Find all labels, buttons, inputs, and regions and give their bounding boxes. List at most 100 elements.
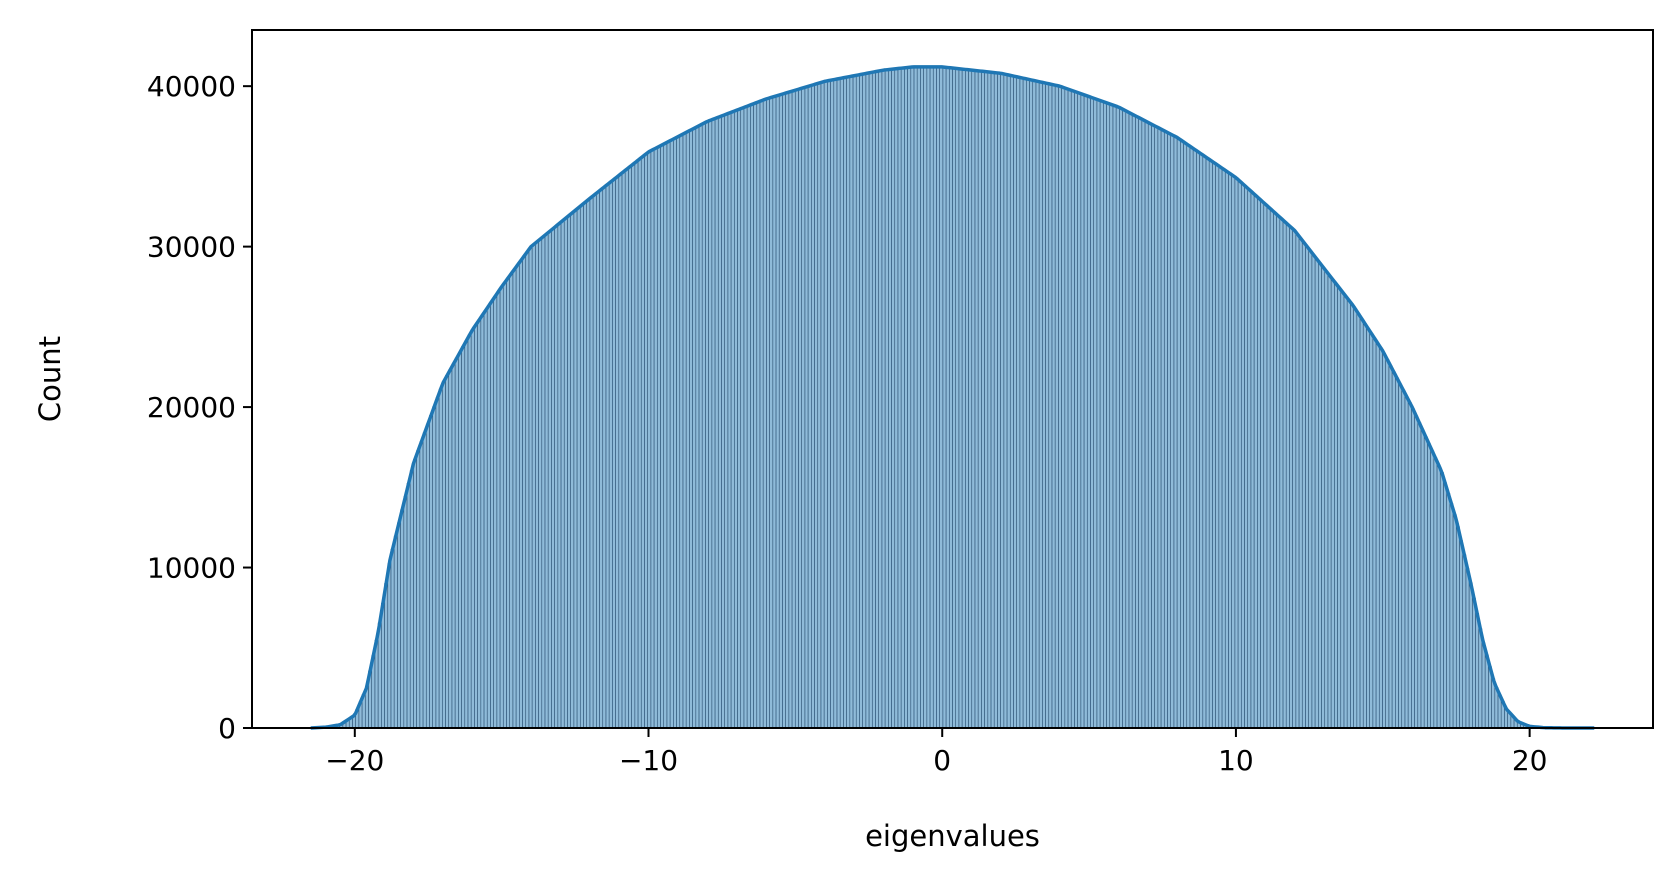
histogram-bar [1228,173,1232,729]
histogram-bar [679,134,684,729]
histogram-bar [1019,77,1024,729]
histogram-bar [1305,246,1309,729]
histogram-bar [499,286,504,729]
histogram-bar [1484,654,1489,729]
histogram-bar [1199,153,1204,729]
histogram-bar [1234,177,1239,729]
histogram-bar [721,115,725,729]
histogram-bar [432,406,437,729]
histogram-bar [987,71,992,729]
histogram-bar [1350,303,1354,729]
histogram-bar [891,68,896,729]
histogram-bar [1346,299,1351,729]
histogram-bar [1481,642,1486,729]
histogram-bar [936,66,940,729]
histogram-bar [673,137,677,729]
y-axis-label: Count [33,336,67,422]
histogram-bar [1180,140,1184,729]
histogram-bar [448,369,453,729]
histogram-bar [1048,83,1053,729]
histogram-bar [660,144,665,729]
histogram-bar [406,483,411,729]
histogram-bar [1334,283,1338,729]
histogram-bar [855,74,860,729]
histogram-bar [868,72,873,729]
histogram-bar [1462,554,1467,729]
histogram-bar [839,77,844,729]
histogram-bar [756,101,761,729]
histogram-bar [1330,279,1335,729]
histogram-bar [942,66,947,729]
histogram-bar [560,220,565,729]
y-tick-label: 20000 [147,391,236,424]
x-tick-label: 20 [1512,744,1548,777]
histogram-bar [705,121,709,729]
histogram-bar [859,74,863,729]
histogram-bar [608,181,613,729]
histogram-bar [429,415,433,729]
histogram-bar [1318,262,1322,729]
histogram-bar [605,184,610,729]
histogram-bar [441,380,446,729]
histogram-bar [952,67,957,729]
histogram-bar [897,68,902,729]
histogram-bar [1240,183,1245,729]
histogram-bar [1324,270,1329,729]
histogram-bar [1167,133,1171,729]
histogram-bar [1449,503,1454,729]
histogram-bar [1269,209,1274,729]
histogram-bar [1074,91,1078,729]
histogram-bar [865,72,870,729]
histogram-bar [400,509,405,729]
histogram-bar [971,70,976,729]
histogram-bar [535,241,539,729]
histogram-bar [833,79,838,729]
histogram-bar [724,113,729,729]
histogram-bar [464,340,469,729]
histogram-bar [701,122,706,729]
kde-curve [310,65,1595,730]
histogram-bar [390,548,395,729]
histogram-bar [1224,171,1229,729]
histogram-bar [1006,74,1011,729]
histogram-bar [1058,85,1062,729]
histogram-bar [381,602,385,729]
histogram-bar [769,97,774,729]
histogram-bar [1032,80,1037,729]
histogram-bar [1276,215,1281,729]
histogram-bar [929,66,934,729]
histogram-bar [1103,101,1107,729]
histogram-bar [695,126,700,729]
histogram-bar [1382,353,1386,729]
histogram-bar [1311,254,1316,729]
histogram-bar [1468,582,1473,729]
histogram-bar [1183,142,1188,729]
histogram-bar [977,70,982,729]
histogram-bar [823,80,828,729]
histogram-bar [714,117,719,729]
histogram-bar [1125,111,1130,729]
histogram-bar [1436,464,1441,729]
y-axis-ticks: 0 10000 20000 30000 40000 [147,70,252,745]
histogram-bar [1212,162,1216,729]
histogram-bar [945,67,950,729]
histogram-bar [1343,295,1348,729]
histogram-bar [804,86,809,729]
histogram-bar [397,522,401,729]
histogram-bar [387,563,392,729]
histogram-bar [1061,87,1066,729]
histogram-bar [1205,157,1210,729]
histogram-bar [1452,514,1457,729]
histogram-bar [1260,200,1265,729]
histogram-bar [419,441,424,729]
histogram-bar [1475,613,1480,729]
histogram-bar [1301,242,1306,729]
histogram-bar [1414,415,1419,729]
histogram-bar [807,85,812,729]
histogram-bar [1247,189,1252,729]
histogram-bar [1009,75,1014,729]
histogram-bars [310,66,1573,729]
histogram-bar [1231,175,1236,729]
histogram-bar [1250,192,1255,729]
histogram-bar [1202,155,1207,729]
